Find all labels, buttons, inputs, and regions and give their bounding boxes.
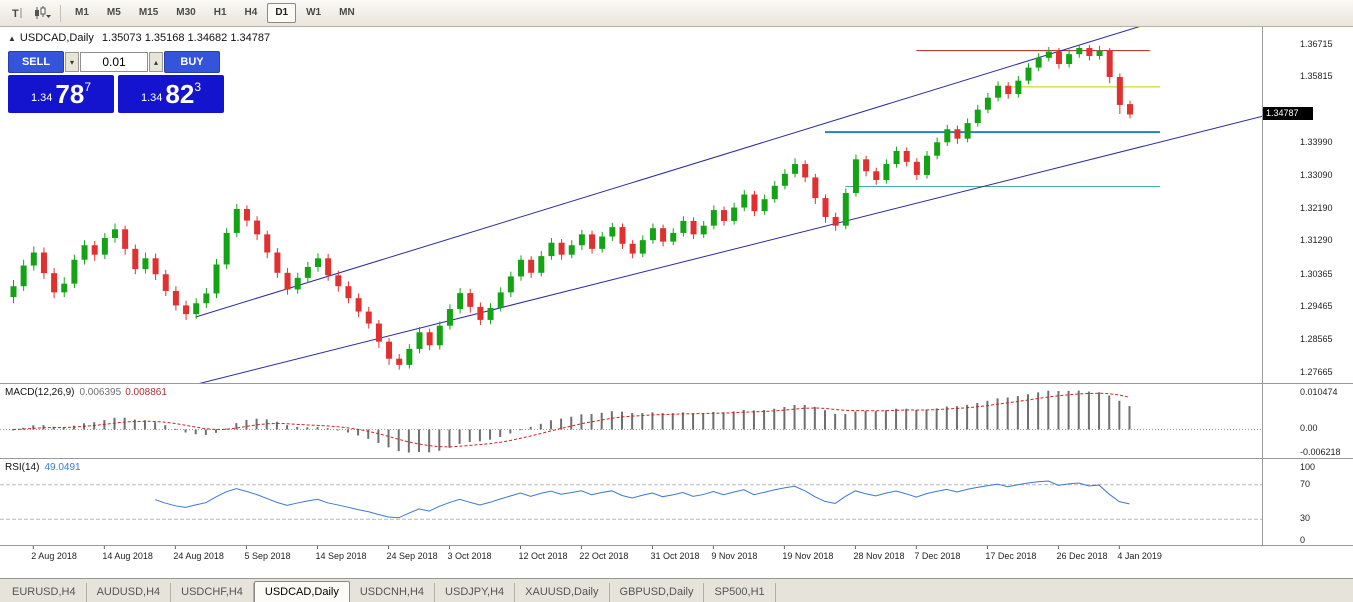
time-axis-label: 7 Dec 2018 bbox=[914, 551, 961, 561]
chart-canvas[interactable] bbox=[0, 27, 1353, 578]
price-axis-label: 1.30365 bbox=[1300, 268, 1333, 279]
current-price-marker: 1.34787 bbox=[1263, 107, 1313, 121]
timeframe-h1[interactable]: H1 bbox=[213, 7, 227, 18]
buy-price-prefix: 1.34 bbox=[140, 92, 163, 104]
timeframe-h4[interactable]: H4 bbox=[244, 7, 258, 18]
rsi-axis-label: 0 bbox=[1300, 535, 1306, 545]
macd-indicator-label: MACD(12,26,9) 0.006395 0.008861 bbox=[5, 387, 167, 398]
time-axis-label: 9 Nov 2018 bbox=[711, 551, 758, 561]
timeframe-mn[interactable]: MN bbox=[339, 7, 355, 18]
t-glyph-icon: T bbox=[12, 8, 22, 20]
price-axis-label: 1.31290 bbox=[1300, 235, 1333, 246]
chart-tab-eurusd-h4[interactable]: EURUSD,H4 bbox=[2, 583, 87, 602]
time-axis-label: 4 Jan 2019 bbox=[1117, 551, 1162, 561]
timeframe-m5[interactable]: M5 bbox=[106, 7, 121, 18]
chart-type-dropdown[interactable] bbox=[29, 2, 55, 25]
rsi-indicator-label: RSI(14) 49.0491 bbox=[5, 462, 81, 473]
one-click-trading-panel: SELL ▾ ▴ BUY 1.34 78 7 1.34 82 3 bbox=[8, 51, 224, 113]
one-click-collapse-icon[interactable]: ▲ bbox=[8, 34, 16, 43]
time-axis-label: 17 Dec 2018 bbox=[985, 551, 1037, 561]
sell-price-main: 78 bbox=[55, 79, 85, 109]
time-axis-label: 24 Sep 2018 bbox=[386, 551, 438, 561]
time-axis-label: 3 Oct 2018 bbox=[447, 551, 492, 561]
sell-button[interactable]: SELL bbox=[8, 51, 64, 73]
volume-increase-button[interactable]: ▴ bbox=[149, 52, 163, 72]
macd-axis-label: -0.006218 bbox=[1300, 447, 1341, 457]
price-axis-label: 1.32190 bbox=[1300, 202, 1333, 213]
chart-tab-audusd-h4[interactable]: AUDUSD,H4 bbox=[87, 583, 172, 602]
timeframe-m1[interactable]: M1 bbox=[75, 7, 89, 18]
time-axis-label: 28 Nov 2018 bbox=[853, 551, 905, 561]
rsi-value: 49.0491 bbox=[44, 462, 81, 473]
time-axis-label: 14 Sep 2018 bbox=[315, 551, 367, 561]
chart-title: ▲ USDCAD,Daily 1.35073 1.35168 1.34682 1.3… bbox=[8, 32, 270, 44]
chart-tab-usdchf-h4[interactable]: USDCHF,H4 bbox=[171, 583, 254, 602]
chart-tab-usdjpy-h4[interactable]: USDJPY,H4 bbox=[435, 583, 516, 602]
time-axis-label: 26 Dec 2018 bbox=[1056, 551, 1108, 561]
macd-axis-label: 0.00 bbox=[1300, 423, 1318, 434]
chart-tab-usdcnh-h4[interactable]: USDCNH,H4 bbox=[350, 583, 436, 602]
timeframe-m15[interactable]: M15 bbox=[138, 7, 159, 18]
rsi-axis-label: 70 bbox=[1300, 478, 1311, 489]
toolbar-separator bbox=[60, 4, 61, 22]
candlestick-chart-icon bbox=[34, 6, 51, 19]
macd-value-main: 0.006395 bbox=[79, 387, 122, 398]
sell-price-display[interactable]: 1.34 78 7 bbox=[8, 75, 114, 113]
chart-window-icon[interactable]: T bbox=[3, 2, 29, 25]
timeframe-group: M1 M5 M15 M30 H1 H4 D1 W1 MN bbox=[66, 3, 364, 23]
price-axis-label: 1.35815 bbox=[1300, 71, 1333, 82]
buy-price-display[interactable]: 1.34 82 3 bbox=[118, 75, 224, 113]
timeframe-w1[interactable]: W1 bbox=[306, 7, 322, 18]
timeframe-m30[interactable]: M30 bbox=[176, 7, 196, 18]
time-axis-label: 31 Oct 2018 bbox=[650, 551, 700, 561]
timeframe-d1[interactable]: D1 bbox=[267, 3, 297, 23]
trade-price-row: 1.34 78 7 1.34 82 3 bbox=[8, 75, 224, 113]
rsi-axis-label: 100 bbox=[1300, 462, 1316, 472]
buy-price-main: 82 bbox=[165, 79, 195, 109]
chart-tab-gbpusd-daily[interactable]: GBPUSD,Daily bbox=[610, 583, 705, 602]
price-axis-label: 1.33990 bbox=[1300, 137, 1333, 148]
svg-text:T: T bbox=[12, 8, 19, 20]
volume-input[interactable] bbox=[80, 52, 148, 72]
trade-controls-row: SELL ▾ ▴ BUY bbox=[8, 51, 224, 73]
rsi-title: RSI(14) bbox=[5, 462, 40, 473]
price-axis-label: 1.33090 bbox=[1300, 169, 1333, 180]
sell-price-sup: 7 bbox=[84, 80, 92, 94]
chart-tab-sp500-h1[interactable]: SP500,H1 bbox=[704, 583, 776, 602]
price-axis-label: 1.36715 bbox=[1300, 38, 1333, 49]
buy-button[interactable]: BUY bbox=[164, 51, 220, 73]
chart-tab-bar: EURUSD,H4 AUDUSD,H4 USDCHF,H4 USDCAD,Daily U… bbox=[0, 578, 1353, 602]
time-axis-label: 2 Aug 2018 bbox=[31, 551, 77, 561]
sell-price-prefix: 1.34 bbox=[30, 92, 53, 104]
chart-tab-xauusd-daily[interactable]: XAUUSD,Daily bbox=[515, 583, 610, 602]
buy-price-sup: 3 bbox=[194, 80, 202, 94]
macd-title: MACD(12,26,9) bbox=[5, 387, 75, 398]
chart-region: ▲ USDCAD,Daily 1.35073 1.35168 1.34682 1.3… bbox=[0, 27, 1353, 578]
rsi-axis-label: 30 bbox=[1300, 513, 1311, 524]
time-axis-label: 5 Sep 2018 bbox=[244, 551, 291, 561]
chart-tab-usdcad-daily[interactable]: USDCAD,Daily bbox=[253, 581, 350, 602]
time-axis-label: 24 Aug 2018 bbox=[173, 551, 224, 561]
time-axis-label: 14 Aug 2018 bbox=[102, 551, 153, 561]
price-axis-label: 1.27665 bbox=[1300, 366, 1333, 377]
price-axis-label: 1.29465 bbox=[1300, 301, 1333, 312]
time-axis-label: 12 Oct 2018 bbox=[518, 551, 568, 561]
macd-axis-label: 0.010474 bbox=[1300, 387, 1338, 397]
time-axis-label: 22 Oct 2018 bbox=[579, 551, 629, 561]
time-axis-label: 19 Nov 2018 bbox=[782, 551, 834, 561]
chevron-down-icon bbox=[45, 15, 51, 18]
chart-symbol: USDCAD,Daily bbox=[19, 32, 94, 44]
volume-decrease-button[interactable]: ▾ bbox=[65, 52, 79, 72]
chart-ohlc-values: 1.35073 1.35168 1.34682 1.34787 bbox=[101, 32, 271, 44]
macd-value-signal: 0.008861 bbox=[125, 387, 167, 398]
toolbar: T M1 M5 M15 M30 H1 H4 D1 W1 MN bbox=[0, 0, 1353, 27]
price-axis-label: 1.28565 bbox=[1300, 334, 1333, 345]
